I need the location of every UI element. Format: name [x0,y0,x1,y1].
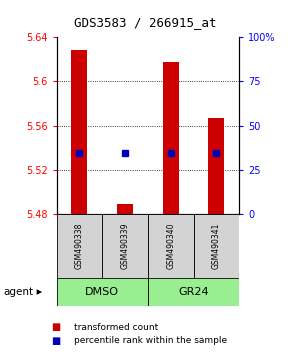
Bar [163,62,179,214]
Text: agent: agent [3,287,33,297]
Bar [148,278,239,306]
Bar [117,204,133,214]
Text: DMSO: DMSO [85,287,119,297]
Bar [102,214,148,278]
Bar [148,214,194,278]
Bar [57,278,148,306]
Bar [209,118,224,214]
Bar [71,50,87,214]
Text: ■: ■ [51,322,60,332]
Bar [194,214,239,278]
Text: GSM490340: GSM490340 [166,223,175,269]
Text: GR24: GR24 [178,287,209,297]
Text: GSM490341: GSM490341 [212,223,221,269]
Text: GSM490338: GSM490338 [75,223,84,269]
Text: GDS3583 / 266915_at: GDS3583 / 266915_at [74,16,216,29]
Text: GSM490339: GSM490339 [121,223,130,269]
Text: ■: ■ [51,336,60,346]
Text: percentile rank within the sample: percentile rank within the sample [74,336,227,345]
Text: transformed count: transformed count [74,323,158,332]
Bar [57,214,102,278]
